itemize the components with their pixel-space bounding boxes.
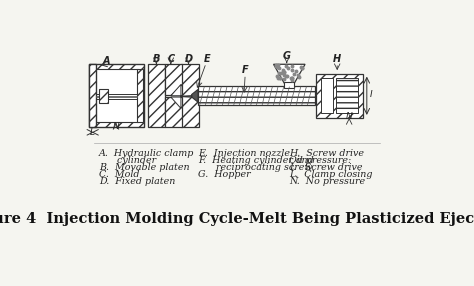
- Bar: [137, 69, 143, 122]
- Polygon shape: [171, 97, 181, 108]
- Text: N: N: [346, 112, 353, 121]
- Text: G: G: [283, 51, 291, 61]
- Text: L: L: [90, 128, 95, 137]
- Text: D.  Fixed platen: D. Fixed platen: [99, 177, 175, 186]
- Bar: [321, 78, 333, 114]
- Text: G.  Hopper: G. Hopper: [198, 170, 251, 179]
- Bar: [198, 86, 315, 105]
- Bar: [89, 64, 145, 127]
- Polygon shape: [171, 84, 181, 96]
- Bar: [165, 64, 182, 94]
- Polygon shape: [273, 64, 305, 83]
- Bar: [181, 64, 199, 127]
- Text: E: E: [204, 54, 211, 64]
- Bar: [94, 69, 138, 122]
- Bar: [99, 90, 108, 103]
- Bar: [336, 78, 358, 114]
- Text: B: B: [153, 54, 160, 64]
- Bar: [284, 82, 294, 88]
- Text: E.  Injection nozzle: E. Injection nozzle: [198, 149, 290, 158]
- Bar: [316, 74, 363, 118]
- Text: C: C: [167, 54, 174, 64]
- Text: F.  Heating cylinder and: F. Heating cylinder and: [198, 156, 314, 165]
- Text: reciprocating screw: reciprocating screw: [198, 163, 312, 172]
- Text: A: A: [103, 56, 110, 66]
- Text: D: D: [184, 54, 192, 64]
- Text: H: H: [333, 54, 341, 64]
- Text: N.  No pressure: N. No pressure: [289, 177, 365, 186]
- Bar: [165, 97, 182, 127]
- Text: A.  Hydraulic clamp: A. Hydraulic clamp: [99, 149, 194, 158]
- Text: I.   Screw drive: I. Screw drive: [289, 163, 363, 172]
- Text: Oil pressure:: Oil pressure:: [289, 156, 352, 165]
- Polygon shape: [191, 90, 198, 102]
- Text: H.  Screw drive: H. Screw drive: [289, 149, 365, 158]
- Bar: [97, 96, 137, 97]
- Text: I: I: [369, 90, 372, 99]
- Text: N: N: [113, 122, 119, 130]
- Text: Figure 4  Injection Molding Cycle-Melt Being Plasticized Ejection: Figure 4 Injection Molding Cycle-Melt Be…: [0, 212, 474, 226]
- Text: C.  Mold: C. Mold: [99, 170, 139, 179]
- Text: B.  Movable platen: B. Movable platen: [99, 163, 190, 172]
- Bar: [89, 64, 97, 127]
- Text: L.  Clamp closing: L. Clamp closing: [289, 170, 373, 179]
- Bar: [94, 94, 139, 99]
- Text: cylinder: cylinder: [99, 156, 156, 165]
- Bar: [147, 64, 165, 127]
- Text: F: F: [242, 65, 248, 75]
